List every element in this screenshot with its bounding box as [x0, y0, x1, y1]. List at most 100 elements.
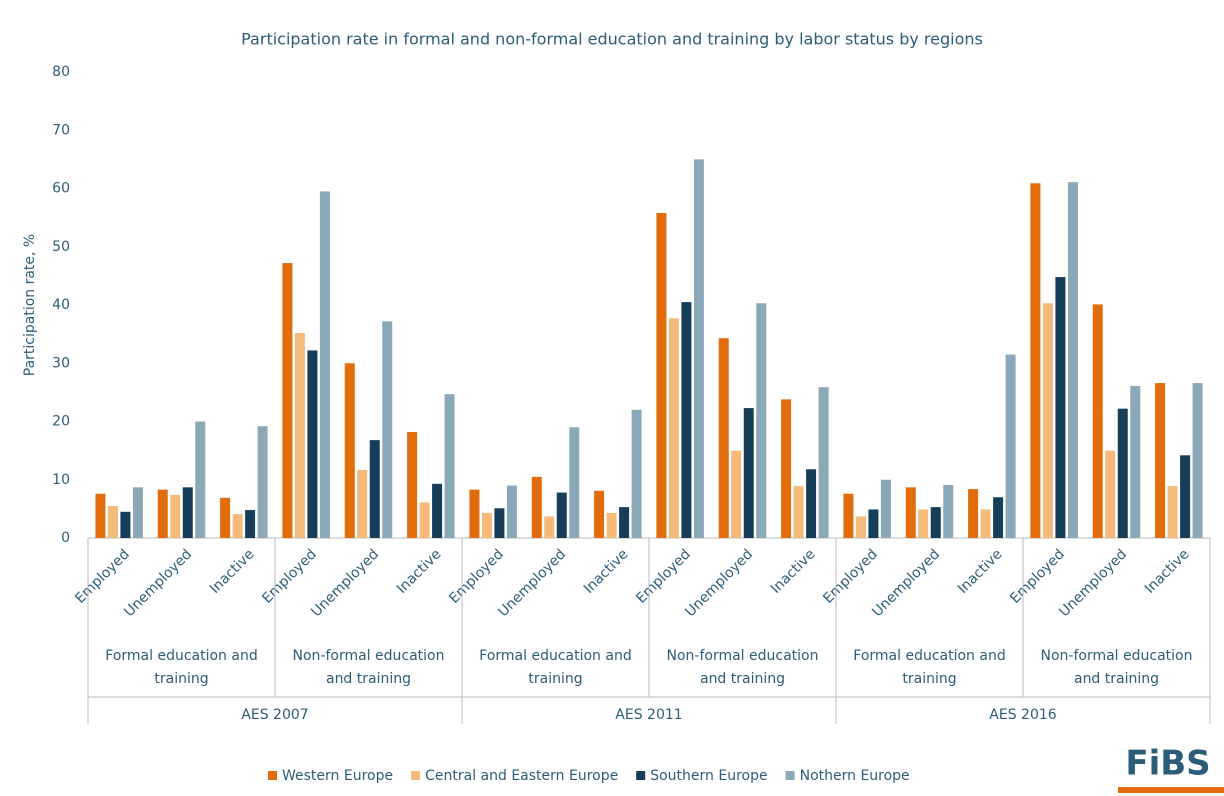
bar — [594, 490, 605, 538]
group-label: Formal education and training — [853, 648, 1006, 687]
logo: FiBS — [1125, 744, 1210, 784]
y-tick-label: 50 — [52, 239, 70, 255]
bar — [344, 363, 355, 538]
bar — [307, 350, 318, 538]
group-label: Non-formal education and training — [292, 648, 445, 687]
supergroup-label: AES 2016 — [989, 707, 1056, 723]
x-tick-label: Inactive — [1142, 546, 1193, 597]
bar — [731, 450, 742, 538]
y-tick-label: 10 — [52, 472, 70, 488]
y-tick-label: 80 — [52, 64, 70, 80]
bar — [1042, 303, 1053, 538]
legend-label: Southern Europe — [650, 768, 767, 784]
bar — [294, 332, 305, 538]
y-axis-label: Participation rate, % — [22, 234, 38, 377]
supergroup-label: AES 2011 — [615, 707, 682, 723]
bar — [257, 426, 268, 538]
legend-label: Central and Eastern Europe — [425, 768, 618, 784]
bar — [469, 489, 480, 538]
bar — [968, 489, 979, 538]
bar — [357, 469, 368, 538]
bar — [506, 485, 517, 538]
group-label: Non-formal education and training — [1040, 648, 1193, 687]
bar — [905, 487, 916, 538]
y-tick-label: 20 — [52, 414, 70, 430]
x-tick-label: Inactive — [955, 546, 1006, 597]
bar — [419, 502, 430, 538]
group-label: Non-formal education and training — [666, 648, 819, 687]
bar — [756, 303, 767, 538]
x-tick-label: Inactive — [207, 546, 258, 597]
bar — [880, 479, 891, 538]
bar — [693, 159, 704, 538]
bar — [855, 516, 866, 538]
bar — [631, 409, 642, 538]
bar — [681, 302, 692, 538]
legend-swatch — [636, 771, 646, 780]
legend-swatch — [785, 771, 795, 780]
x-tick-label: Inactive — [394, 546, 445, 597]
bar — [818, 387, 829, 538]
legend-swatch — [411, 771, 421, 780]
bar — [544, 516, 555, 538]
bar — [1180, 455, 1191, 538]
bar — [220, 497, 231, 538]
bar — [781, 399, 792, 538]
bar — [619, 507, 630, 538]
bar — [843, 493, 854, 538]
bar — [1130, 385, 1141, 538]
bar — [668, 318, 679, 538]
bar — [930, 507, 941, 538]
bar — [182, 487, 193, 538]
legend-label: Nothern Europe — [800, 768, 910, 784]
group-label: Formal education and training — [479, 648, 632, 687]
y-tick-label: 70 — [52, 122, 70, 138]
bar — [481, 512, 492, 538]
bar — [232, 514, 243, 538]
supergroup-label: AES 2007 — [241, 707, 308, 723]
x-tick-label: Employed — [820, 546, 881, 607]
bar — [868, 509, 879, 538]
bar — [382, 321, 393, 538]
bar — [1192, 383, 1203, 538]
bar — [1155, 383, 1166, 538]
y-tick-label: 0 — [61, 530, 70, 546]
bar — [1092, 304, 1103, 538]
x-tick-label: Employed — [72, 546, 133, 607]
x-tick-label: Employed — [633, 546, 694, 607]
bar — [369, 440, 380, 538]
y-tick-label: 60 — [52, 181, 70, 197]
bar — [432, 483, 443, 538]
bar — [531, 476, 542, 538]
bar — [444, 394, 455, 538]
bar — [1005, 354, 1016, 538]
x-tick-label: Inactive — [768, 546, 819, 597]
bar — [95, 493, 106, 538]
y-tick-label: 30 — [52, 355, 70, 371]
bar — [980, 509, 991, 538]
x-tick-label: Inactive — [581, 546, 632, 597]
bar — [943, 484, 954, 538]
x-tick-label: Employed — [259, 546, 320, 607]
x-tick-label: Employed — [1007, 546, 1068, 607]
bar — [806, 469, 817, 538]
legend-label: Western Europe — [282, 768, 393, 784]
bar — [107, 505, 118, 538]
bar — [494, 508, 505, 538]
y-tick-label: 40 — [52, 297, 70, 313]
bar — [132, 487, 143, 538]
bar — [282, 263, 293, 538]
bar — [793, 486, 804, 538]
bar — [656, 212, 667, 538]
bar — [718, 338, 729, 538]
bar — [606, 512, 617, 538]
bar — [993, 497, 1004, 538]
chart-title: Participation rate in formal and non-for… — [241, 30, 983, 49]
bar — [1105, 450, 1116, 538]
bar — [556, 492, 567, 538]
bar — [1117, 408, 1128, 538]
bar — [1030, 183, 1041, 538]
bar — [170, 494, 181, 538]
